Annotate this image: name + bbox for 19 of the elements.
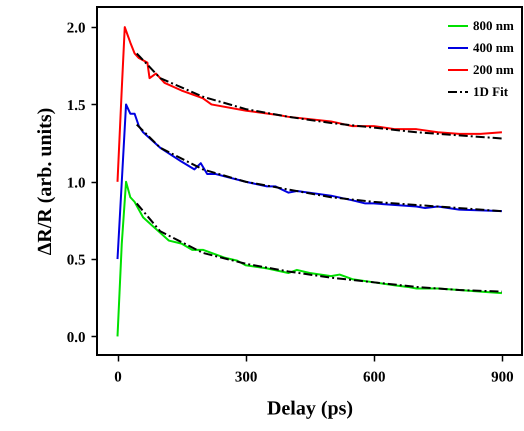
- legend-label: 400 nm: [473, 40, 514, 55]
- legend-label: 1D Fit: [473, 84, 509, 99]
- y-tick-label: 1.5: [66, 98, 86, 114]
- y-tick-label: 0.0: [66, 330, 86, 346]
- legend-label: 200 nm: [473, 62, 514, 77]
- y-tick-label: 0.5: [66, 252, 86, 269]
- x-tick-label: 0: [114, 370, 122, 386]
- line-series: [116, 180, 503, 338]
- x-tick-label: 300: [234, 370, 258, 386]
- line-series: [116, 103, 503, 260]
- y-tick-label: 2.0: [66, 20, 86, 37]
- x-tick-label: 600: [363, 370, 386, 386]
- x-tick-label: 900: [491, 370, 514, 386]
- y-axis-title: ΔR/R (arb. units): [34, 108, 56, 256]
- x-axis-title: Delay (ps): [266, 398, 354, 420]
- y-tick-label: 1.0: [66, 175, 86, 192]
- line-series: [136, 124, 503, 212]
- legend-label: 800 nm: [473, 18, 514, 33]
- line-series: [136, 202, 503, 293]
